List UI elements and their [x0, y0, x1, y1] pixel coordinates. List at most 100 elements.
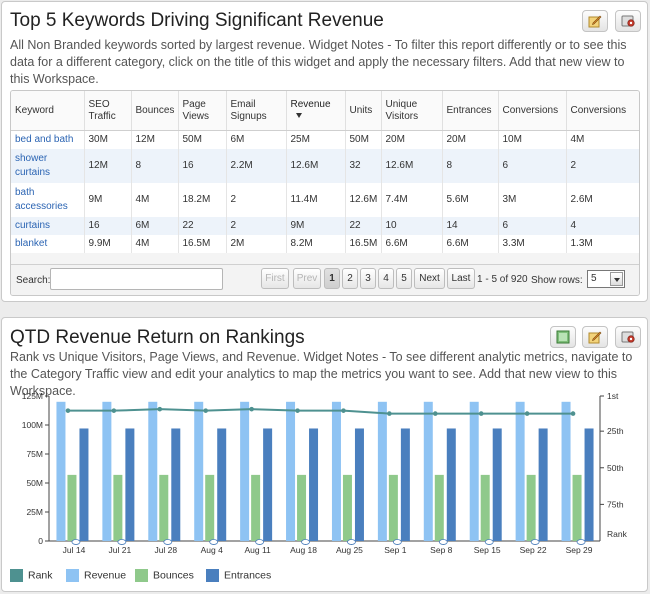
left-tick-label: 125M: [22, 391, 43, 401]
x-marker: [576, 539, 586, 545]
table-cell: 22: [345, 217, 382, 235]
keyword-link[interactable]: curtains: [11, 217, 85, 235]
settings-gear-icon: [621, 331, 635, 343]
table-cell: 12.6M: [381, 149, 443, 183]
pager-page-2[interactable]: 2: [342, 268, 358, 289]
right-tick-label: 75th: [607, 499, 624, 509]
column-header-9[interactable]: Conversions: [498, 91, 567, 131]
left-tick-label: 25M: [26, 507, 43, 517]
x-marker: [71, 539, 81, 545]
pager-page-4[interactable]: 4: [378, 268, 394, 289]
legend-item-entrances[interactable]: Entrances: [206, 569, 271, 583]
rankings-widget: QTD Revenue Return on Rankings Rank vs U…: [1, 317, 648, 592]
x-tick-label: Aug 18: [290, 545, 317, 555]
table-cell: 8: [131, 149, 179, 183]
x-tick-label: Jul 21: [109, 545, 132, 555]
column-header-3[interactable]: Page Views: [178, 91, 227, 131]
pager-prev-button[interactable]: Prev: [293, 268, 321, 289]
keywords-widget-title[interactable]: Top 5 Keywords Driving Significant Reven…: [10, 10, 384, 31]
pager-page-5[interactable]: 5: [396, 268, 412, 289]
x-marker: [347, 539, 356, 545]
bar-revenue: [561, 401, 571, 541]
bar-revenue: [469, 401, 479, 541]
left-tick-label: 100M: [22, 420, 43, 430]
rank-point: [570, 411, 576, 416]
table-cell: 18.2M: [178, 183, 227, 217]
legend-item-revenue[interactable]: Revenue: [66, 569, 126, 583]
table-cell: 6: [498, 217, 567, 235]
widget-settings-button[interactable]: [615, 10, 641, 32]
keyword-link[interactable]: bath accessories: [11, 183, 85, 217]
x-tick-label: Jul 14: [63, 545, 86, 555]
table-row: shower curtains 12M 8 16 2.2M 12.6M 32 12.6M 8 6 2: [11, 149, 639, 183]
pager-page-1[interactable]: 1: [324, 268, 340, 289]
table-cell: 16.5M: [178, 235, 227, 253]
show-rows-value: 5: [591, 273, 597, 284]
x-tick-label: Sep 22: [520, 545, 547, 555]
table-row: blanket 9.9M 4M 16.5M 2M 8.2M 16.5M 6.6M 6.6M 3.3…: [11, 235, 639, 253]
left-tick-label: 75M: [26, 449, 43, 459]
pager-next-button[interactable]: Next: [414, 268, 445, 289]
table-cell: 8: [442, 149, 499, 183]
pager-page-3[interactable]: 3: [360, 268, 376, 289]
rank-point: [157, 406, 163, 412]
column-header-10[interactable]: Conversions: [566, 91, 639, 131]
column-header-1[interactable]: SEO Traffic: [84, 91, 132, 131]
table-cell: 9M: [286, 217, 346, 235]
bar-revenue: [148, 401, 158, 541]
table-cell: 6.6M: [442, 235, 499, 253]
table-cell: 6M: [226, 130, 287, 149]
table-cell: 6: [498, 149, 567, 183]
column-header-7[interactable]: Unique Visitors: [381, 91, 443, 131]
table-cell: 11.4M: [286, 183, 346, 217]
bar-bounces: [159, 474, 169, 541]
rankings-widget-title[interactable]: QTD Revenue Return on Rankings: [10, 327, 305, 348]
rank-point: [432, 411, 438, 416]
right-tick-label: 1st: [607, 391, 619, 401]
rank-point: [295, 408, 300, 413]
table-header-row: Keyword SEO Traffic Bounces Page Views Email…: [11, 91, 639, 131]
table-cell: 2: [226, 217, 287, 235]
rank-revenue-chart: 0 25M 50M 75M 100M 125M 1st 25th 50th 75th Rank Jul…: [22, 391, 628, 555]
rank-point: [478, 411, 484, 416]
right-tick-label: 50th: [607, 463, 624, 473]
keyword-link[interactable]: blanket: [11, 235, 85, 253]
bar-entrances: [400, 428, 410, 541]
column-header-6[interactable]: Units: [345, 91, 382, 131]
keywords-widget-description: All Non Branded keywords sorted by large…: [10, 38, 627, 86]
keyword-link[interactable]: bed and bath: [11, 130, 85, 149]
column-header-8[interactable]: Entrances: [442, 91, 499, 131]
bar-bounces: [297, 474, 307, 541]
pager-last-button[interactable]: Last: [447, 268, 475, 289]
search-input[interactable]: [50, 268, 223, 290]
bar-entrances: [79, 428, 89, 541]
bar-revenue: [56, 401, 66, 541]
table-cell: 14: [442, 217, 499, 235]
legend-item-rank[interactable]: Rank: [10, 569, 53, 583]
keyword-link[interactable]: shower curtains: [11, 149, 85, 183]
bar-entrances: [171, 428, 181, 541]
edit-widget-button[interactable]: [582, 10, 608, 32]
bar-bounces: [388, 474, 398, 541]
column-header-0[interactable]: Keyword: [11, 91, 85, 131]
x-marker: [209, 539, 219, 545]
table-cell: 5.6M: [442, 183, 499, 217]
widget-settings-button[interactable]: [615, 326, 641, 348]
legend-item-bounces[interactable]: Bounces: [135, 569, 194, 583]
bar-revenue: [286, 401, 296, 541]
column-header-4[interactable]: Email Signups: [226, 91, 287, 131]
rank-point: [341, 408, 346, 413]
column-header-5[interactable]: Revenue: [286, 91, 346, 131]
pager-first-button[interactable]: First: [261, 268, 289, 289]
right-tick-label: 25th: [607, 426, 624, 436]
table-cell: 2: [226, 183, 287, 217]
table-cell: 20M: [442, 130, 499, 149]
chart-view-button[interactable]: [550, 326, 576, 348]
table-cell: 6.6M: [381, 235, 443, 253]
table-cell: 4M: [131, 183, 179, 217]
show-rows-select[interactable]: 5: [587, 270, 625, 288]
column-header-2[interactable]: Bounces: [131, 91, 179, 131]
table-cell: 30M: [84, 130, 132, 149]
x-marker: [392, 539, 402, 545]
edit-widget-button[interactable]: [582, 326, 608, 348]
